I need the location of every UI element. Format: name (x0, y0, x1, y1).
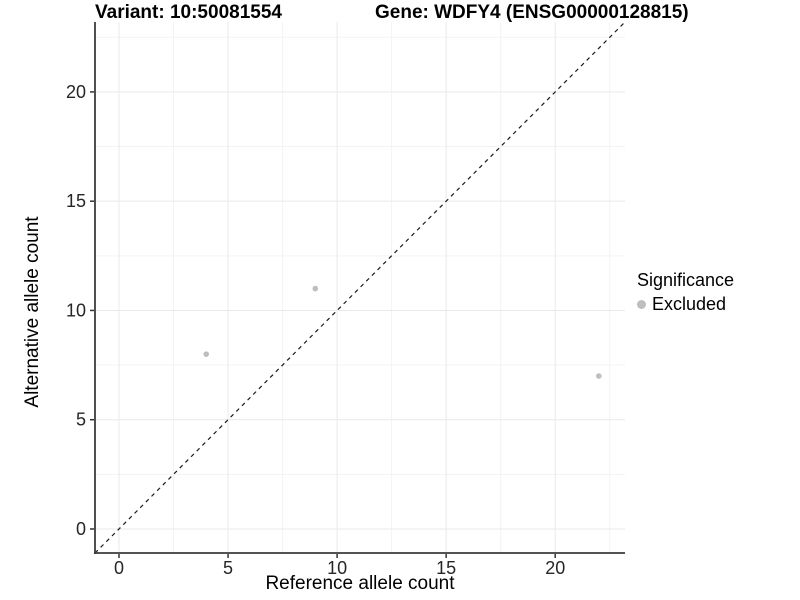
legend: Significance Excluded (637, 270, 734, 315)
x-tick-label: 20 (545, 558, 565, 578)
y-tick-label: 0 (76, 519, 86, 539)
gene-title: Gene: WDFY4 (ENSG00000128815) (375, 2, 689, 23)
legend-item-label: Excluded (652, 294, 727, 314)
identity-dashed-line (94, 21, 626, 554)
x-axis-title: Reference allele count (265, 573, 455, 594)
y-tick-label: 10 (66, 300, 86, 320)
legend-item-excluded: Excluded (637, 294, 734, 315)
variant-title: Variant: 10:50081554 (95, 2, 282, 23)
data-point (312, 285, 319, 292)
data-point (596, 373, 602, 379)
excluded-point-icon (637, 300, 646, 309)
y-tick-label: 20 (66, 82, 86, 102)
y-tick-label: 15 (66, 191, 86, 211)
x-tick-label: 15 (436, 558, 456, 578)
x-tick-label: 0 (114, 558, 124, 578)
y-tick-label: 5 (76, 410, 86, 430)
legend-title: Significance (637, 270, 735, 290)
x-tick-label: 5 (223, 558, 233, 578)
data-point (203, 351, 210, 357)
x-tick-label: 10 (327, 558, 347, 578)
